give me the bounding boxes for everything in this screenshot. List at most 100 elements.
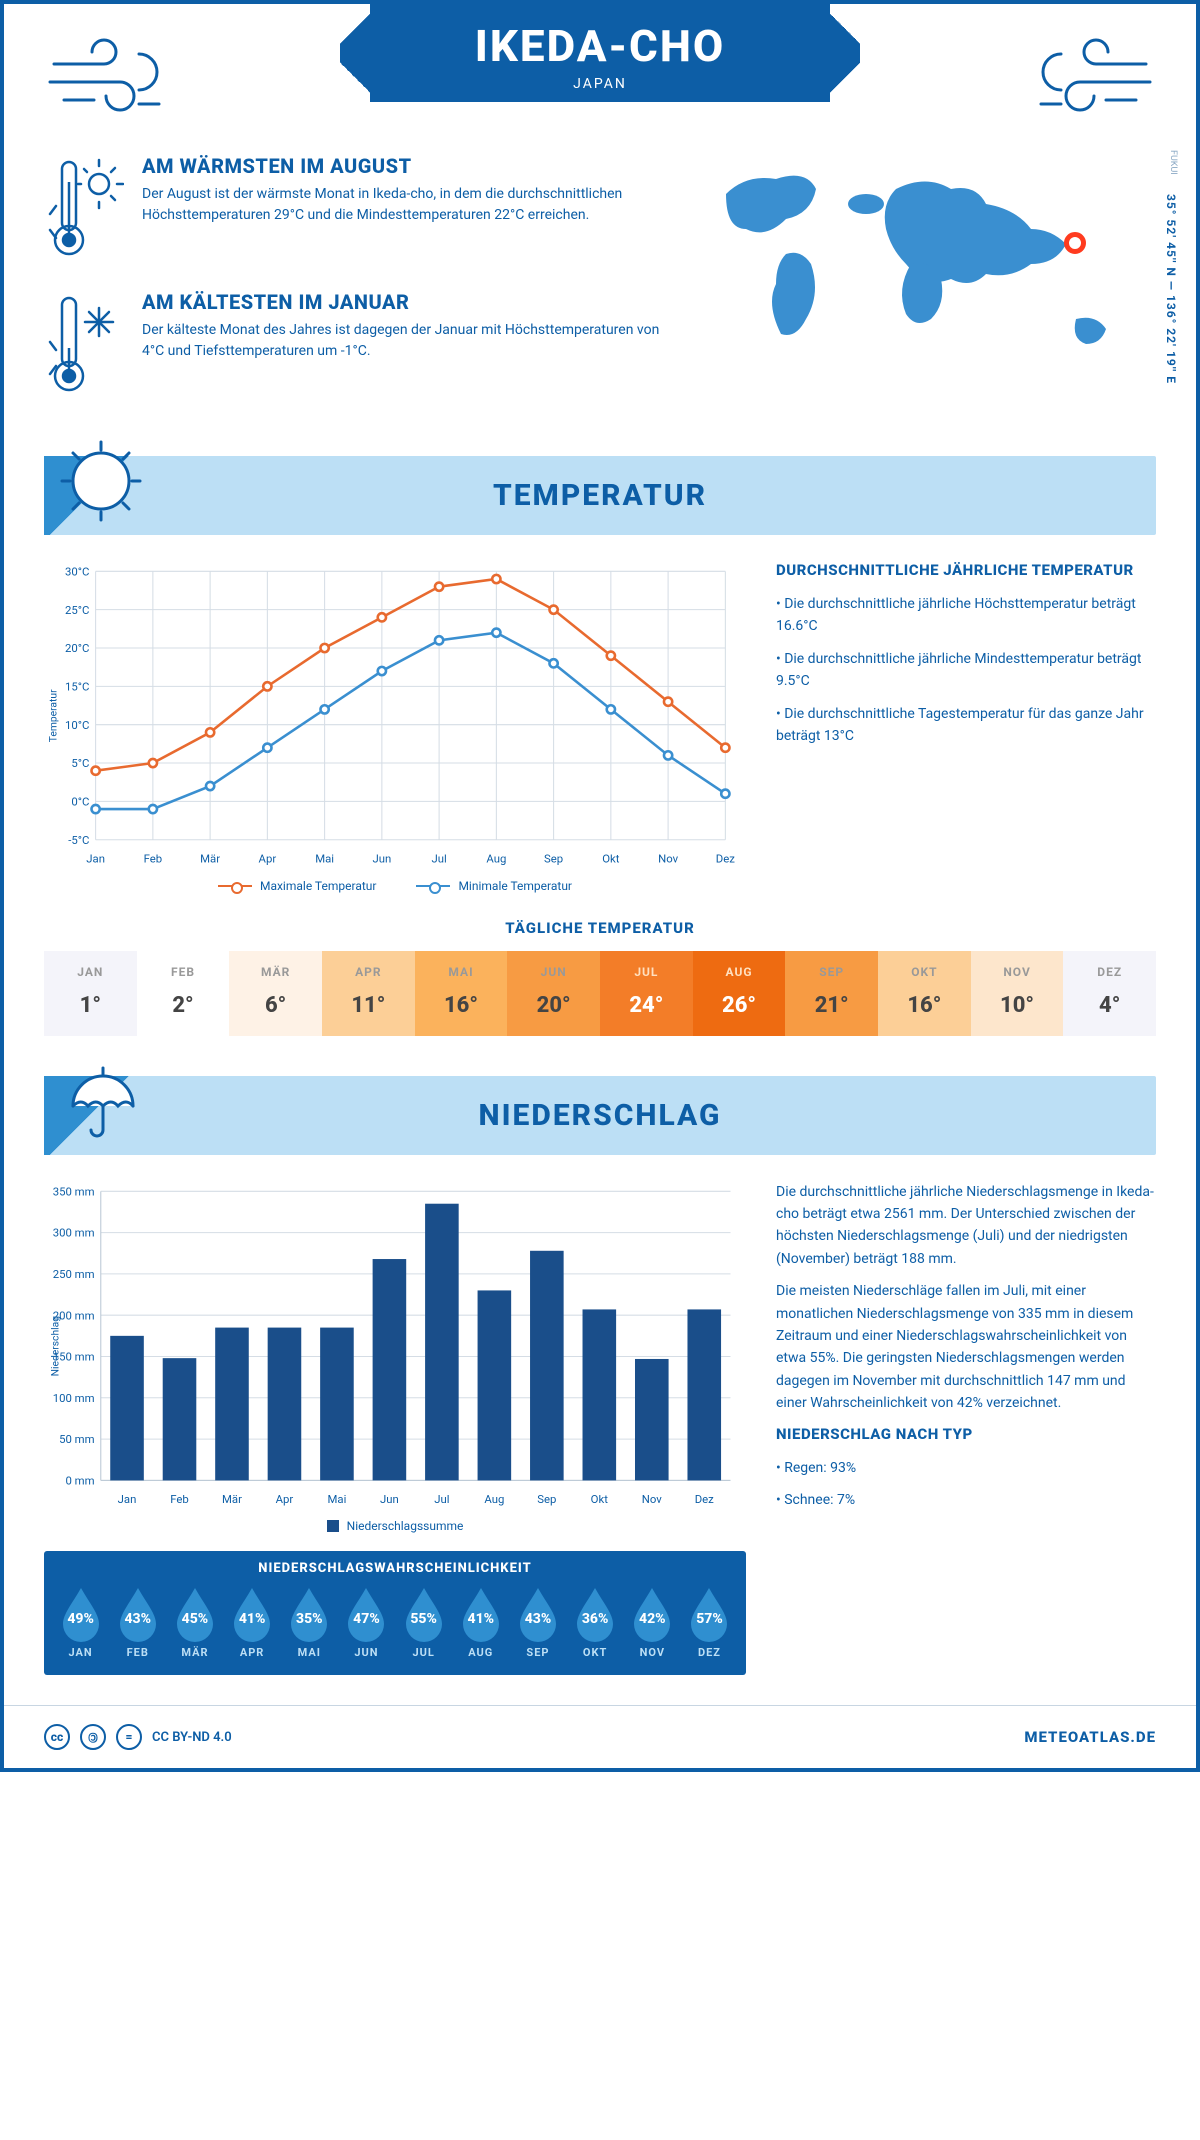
svg-text:300 mm: 300 mm: [53, 1225, 95, 1239]
precip-legend: Niederschlagssumme: [44, 1519, 746, 1533]
temp-sidebar-title: DURCHSCHNITTLICHE JÄHRLICHE TEMPERATUR: [776, 561, 1156, 579]
svg-text:30°C: 30°C: [65, 564, 89, 578]
daily-temp-cell: OKT16°: [878, 951, 971, 1036]
svg-text:Okt: Okt: [602, 851, 620, 865]
temperature-banner: TEMPERATUR: [44, 456, 1156, 535]
raindrop-icon: 41%: [229, 1586, 275, 1642]
svg-text:Mai: Mai: [315, 851, 334, 865]
prob-cell: 43% FEB: [111, 1586, 164, 1659]
daily-temp-cell: DEZ4°: [1063, 951, 1156, 1036]
legend-max: Maximale Temperatur: [260, 879, 376, 893]
svg-text:Sep: Sep: [537, 1492, 556, 1506]
svg-text:50 mm: 50 mm: [59, 1432, 95, 1446]
svg-text:Jan: Jan: [86, 851, 105, 865]
world-map: FUKUI 35° 52' 45'' N — 136° 22' 19'' E: [696, 154, 1156, 426]
raindrop-icon: 49%: [58, 1586, 104, 1642]
svg-text:Jun: Jun: [372, 851, 391, 865]
daily-temp-cell: JUL24°: [600, 951, 693, 1036]
precip-type-point: • Schnee: 7%: [776, 1489, 1156, 1511]
svg-text:Jan: Jan: [118, 1492, 137, 1506]
raindrop-icon: 57%: [686, 1586, 732, 1642]
svg-text:Dez: Dez: [716, 851, 735, 865]
svg-text:Dez: Dez: [695, 1492, 714, 1506]
umbrella-icon: [58, 1058, 144, 1144]
prob-cell: 57% DEZ: [683, 1586, 736, 1659]
page-title: IKEDA-CHO: [390, 20, 810, 72]
svg-text:Feb: Feb: [144, 851, 163, 865]
precip-sidebar: Die durchschnittliche jährliche Niedersc…: [776, 1181, 1156, 1675]
precip-text-1: Die durchschnittliche jährliche Niedersc…: [776, 1181, 1156, 1271]
warmest-text: Der August ist der wärmste Monat in Iked…: [142, 184, 666, 226]
coldest-block: AM KÄLTESTEN IM JANUAR Der kälteste Mona…: [44, 290, 666, 404]
prob-cell: 43% SEP: [511, 1586, 564, 1659]
precipitation-chart: 0 mm50 mm100 mm150 mm200 mm250 mm300 mm3…: [44, 1181, 746, 1511]
svg-text:Temperatur: Temperatur: [46, 689, 59, 742]
precipitation-heading: NIEDERSCHLAG: [64, 1098, 1136, 1133]
daily-temp-cell: MÄR6°: [229, 951, 322, 1036]
prob-cell: 41% AUG: [454, 1586, 507, 1659]
temperature-sidebar: DURCHSCHNITTLICHE JÄHRLICHE TEMPERATUR •…: [776, 561, 1156, 893]
prob-cell: 49% JAN: [54, 1586, 107, 1659]
temp-legend: Maximale Temperatur Minimale Temperatur: [44, 879, 746, 893]
nd-icon: =: [116, 1724, 142, 1750]
prob-cell: 47% JUN: [340, 1586, 393, 1659]
prob-cell: 36% OKT: [569, 1586, 622, 1659]
svg-text:0 mm: 0 mm: [65, 1473, 94, 1487]
svg-text:350 mm: 350 mm: [53, 1184, 95, 1198]
daily-temp-cell: JAN1°: [44, 951, 137, 1036]
temp-point: • Die durchschnittliche jährliche Mindes…: [776, 648, 1156, 693]
by-icon: 🄯: [80, 1724, 106, 1750]
svg-text:Mär: Mär: [200, 851, 220, 865]
svg-text:250 mm: 250 mm: [53, 1267, 95, 1281]
svg-text:25°C: 25°C: [65, 603, 89, 617]
svg-text:100 mm: 100 mm: [53, 1391, 95, 1405]
header: IKEDA-CHO JAPAN: [44, 34, 1156, 124]
coldest-title: AM KÄLTESTEN IM JANUAR: [142, 290, 666, 314]
prob-title: NIEDERSCHLAGSWAHRSCHEINLICHKEIT: [54, 1561, 736, 1576]
world-map-svg: [696, 154, 1156, 384]
cc-icon: cc: [44, 1724, 70, 1750]
license: cc 🄯 = CC BY-ND 4.0: [44, 1724, 232, 1750]
svg-text:Jun: Jun: [380, 1492, 399, 1506]
warmest-block: AM WÄRMSTEN IM AUGUST Der August ist der…: [44, 154, 666, 268]
precip-probability: NIEDERSCHLAGSWAHRSCHEINLICHKEIT 49% JAN …: [44, 1551, 746, 1675]
coords-label: 35° 52' 45'' N — 136° 22' 19'' E: [1164, 194, 1178, 384]
brand: METEOATLAS.DE: [1024, 1728, 1156, 1746]
svg-text:5°C: 5°C: [71, 756, 89, 770]
footer: cc 🄯 = CC BY-ND 4.0 METEOATLAS.DE: [4, 1705, 1196, 1768]
thermometer-sun-icon: [44, 154, 124, 268]
svg-text:Nov: Nov: [658, 851, 678, 865]
thermometer-snow-icon: [44, 290, 124, 404]
raindrop-icon: 41%: [458, 1586, 504, 1642]
page-subtitle: JAPAN: [390, 76, 810, 92]
daily-temp-cell: SEP21°: [785, 951, 878, 1036]
svg-text:Jul: Jul: [434, 1492, 449, 1506]
svg-text:10°C: 10°C: [65, 718, 89, 732]
svg-text:-5°C: -5°C: [68, 833, 89, 847]
region-label: FUKUI: [1168, 150, 1178, 175]
daily-temp-cell: FEB2°: [137, 951, 230, 1036]
temp-point: • Die durchschnittliche Tagestemperatur …: [776, 703, 1156, 748]
svg-text:0°C: 0°C: [71, 795, 89, 809]
temperature-chart: -5°C0°C5°C10°C15°C20°C25°C30°CJanFebMärA…: [44, 561, 746, 893]
svg-text:Apr: Apr: [259, 851, 277, 865]
daily-temp-title: TÄGLICHE TEMPERATUR: [44, 919, 1156, 937]
daily-temp-cell: JUN20°: [507, 951, 600, 1036]
svg-text:Aug: Aug: [484, 1492, 504, 1506]
wind-icon-left: [44, 34, 184, 124]
svg-text:Aug: Aug: [486, 851, 506, 865]
precip-legend-label: Niederschlagssumme: [347, 1519, 464, 1533]
daily-temp-cell: MAI16°: [415, 951, 508, 1036]
coldest-text: Der kälteste Monat des Jahres ist dagege…: [142, 320, 666, 362]
daily-temp-table: JAN1° FEB2° MÄR6° APR11° MAI16° JUN20° J…: [44, 951, 1156, 1036]
sun-icon: [58, 438, 144, 524]
prob-cell: 55% JUL: [397, 1586, 450, 1659]
raindrop-icon: 45%: [172, 1586, 218, 1642]
raindrop-icon: 55%: [401, 1586, 447, 1642]
svg-text:Niederschlag: Niederschlag: [48, 1315, 61, 1376]
daily-temp-cell: APR11°: [322, 951, 415, 1036]
svg-text:Nov: Nov: [642, 1492, 662, 1506]
raindrop-icon: 47%: [343, 1586, 389, 1642]
legend-min: Minimale Temperatur: [458, 879, 572, 893]
daily-temp-cell: AUG26°: [693, 951, 786, 1036]
